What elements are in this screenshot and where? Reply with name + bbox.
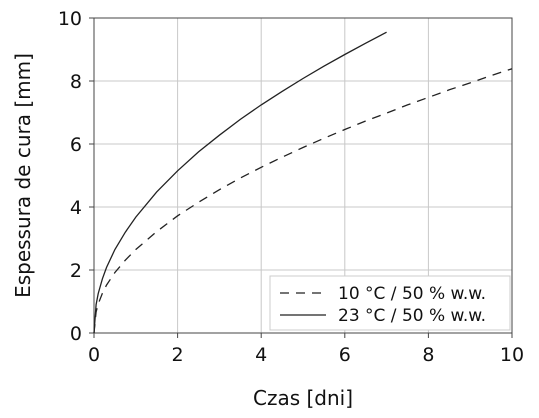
y-tick-label: 6 [70, 134, 82, 156]
x-tick-label: 8 [422, 344, 434, 366]
x-tick-label: 6 [339, 344, 351, 366]
legend-label-10c: 10 °C / 50 % w.w. [338, 284, 486, 304]
legend-box [269, 275, 511, 331]
x-tick-label: 4 [255, 344, 267, 366]
legend: 10 °C / 50 % w.w. 23 °C / 50 % w.w. [269, 275, 511, 331]
x-tick-label: 2 [172, 344, 184, 366]
series-line-0 [93, 68, 513, 334]
y-tick-label: 8 [70, 71, 82, 93]
series-line-1 [93, 31, 387, 334]
series-lines [93, 31, 513, 334]
legend-label-23c: 23 °C / 50 % w.w. [338, 306, 486, 326]
plot-frame [93, 17, 513, 334]
axis-ticks: 0 2 4 6 8 10 0 2 4 6 8 10 [58, 8, 524, 366]
y-tick-label: 0 [70, 323, 82, 345]
x-tick-label: 0 [88, 344, 100, 366]
y-axis-label: Espessura de cura [mm] [11, 53, 35, 298]
x-tick-label: 10 [500, 344, 524, 366]
y-tick-label: 10 [58, 8, 82, 30]
y-tick-label: 4 [70, 197, 82, 219]
y-tick-label: 2 [70, 260, 82, 282]
x-axis-label: Czas [dni] [253, 386, 353, 410]
